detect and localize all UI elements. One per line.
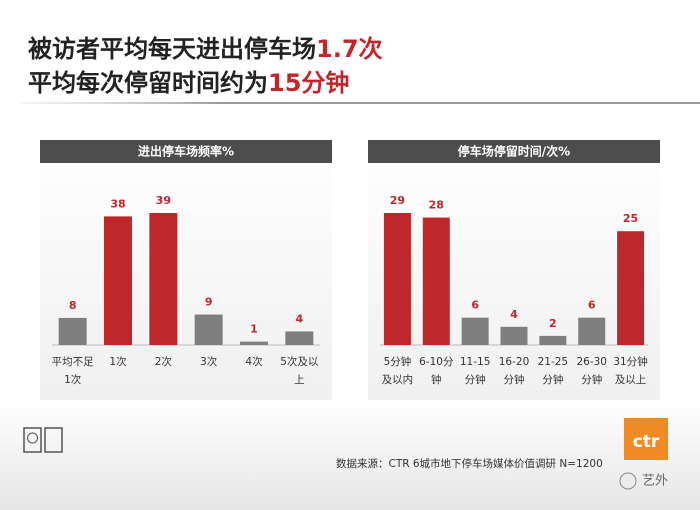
value-label: 8 bbox=[69, 299, 77, 312]
bar bbox=[58, 317, 87, 345]
bar bbox=[285, 331, 314, 345]
panel bbox=[368, 140, 660, 400]
bar bbox=[422, 217, 450, 345]
panel-header bbox=[368, 140, 660, 163]
bar bbox=[617, 231, 645, 345]
value-label: 1 bbox=[250, 323, 258, 336]
source: 数据来源：CTR 6城市地下停车场媒体价值调研 N=1200 bbox=[336, 457, 603, 470]
watermark-icon bbox=[619, 472, 637, 490]
bar bbox=[240, 341, 268, 345]
value-label: 39 bbox=[156, 194, 171, 207]
x-tick-label: 31分钟及以上 bbox=[613, 355, 647, 386]
value-label: 4 bbox=[296, 312, 304, 325]
x-tick-label: 11-15 分钟 bbox=[460, 356, 491, 386]
value-label: 9 bbox=[205, 296, 213, 309]
logo-box bbox=[624, 418, 668, 460]
footer-icons bbox=[23, 427, 63, 453]
bar bbox=[461, 317, 489, 345]
panel-title: 进出停车场频率% bbox=[138, 144, 234, 159]
x-tick-label: 2次 bbox=[155, 355, 173, 368]
x-tick-label: 平均不足 1次 bbox=[52, 356, 94, 386]
value-label: 38 bbox=[110, 197, 125, 210]
x-tick-label: 4次 bbox=[245, 355, 263, 368]
value-label: 4 bbox=[510, 308, 518, 321]
logo: ctr bbox=[633, 432, 660, 452]
x-tick-label: 26-30 分钟 bbox=[576, 356, 607, 386]
title-rule bbox=[20, 102, 700, 104]
title-line1: 被访者平均每天进出停车场1.7次 bbox=[28, 35, 383, 63]
watermark: 艺外 bbox=[642, 474, 668, 489]
panel-title: 停车场停留时间/次% bbox=[458, 144, 570, 159]
x-tick-label: 5分钟及以内 bbox=[382, 355, 414, 386]
bar bbox=[539, 335, 567, 345]
panel bbox=[40, 140, 332, 400]
value-label: 28 bbox=[429, 199, 444, 212]
bar bbox=[104, 216, 132, 345]
value-label: 25 bbox=[623, 212, 638, 225]
panel-header bbox=[40, 140, 332, 163]
value-label: 29 bbox=[390, 194, 405, 207]
background bbox=[0, 400, 700, 510]
bar bbox=[194, 314, 223, 345]
x-tick-label: 16-20 分钟 bbox=[499, 356, 530, 386]
bar bbox=[578, 317, 606, 345]
x-tick-label: 5次及以上 bbox=[280, 355, 319, 386]
value-label: 6 bbox=[471, 299, 479, 312]
x-tick-label: 1次 bbox=[109, 355, 127, 368]
bar bbox=[500, 326, 528, 345]
x-tick-label: 6-10分钟 bbox=[419, 356, 454, 386]
bar bbox=[149, 213, 178, 345]
x-tick-label: 21-25 分钟 bbox=[538, 356, 569, 386]
value-label: 2 bbox=[549, 317, 557, 330]
bar bbox=[383, 213, 411, 345]
x-tick-label: 3次 bbox=[200, 355, 218, 368]
value-label: 6 bbox=[588, 299, 596, 312]
title-line2: 平均每次停留时间约为15分钟 bbox=[28, 69, 349, 97]
